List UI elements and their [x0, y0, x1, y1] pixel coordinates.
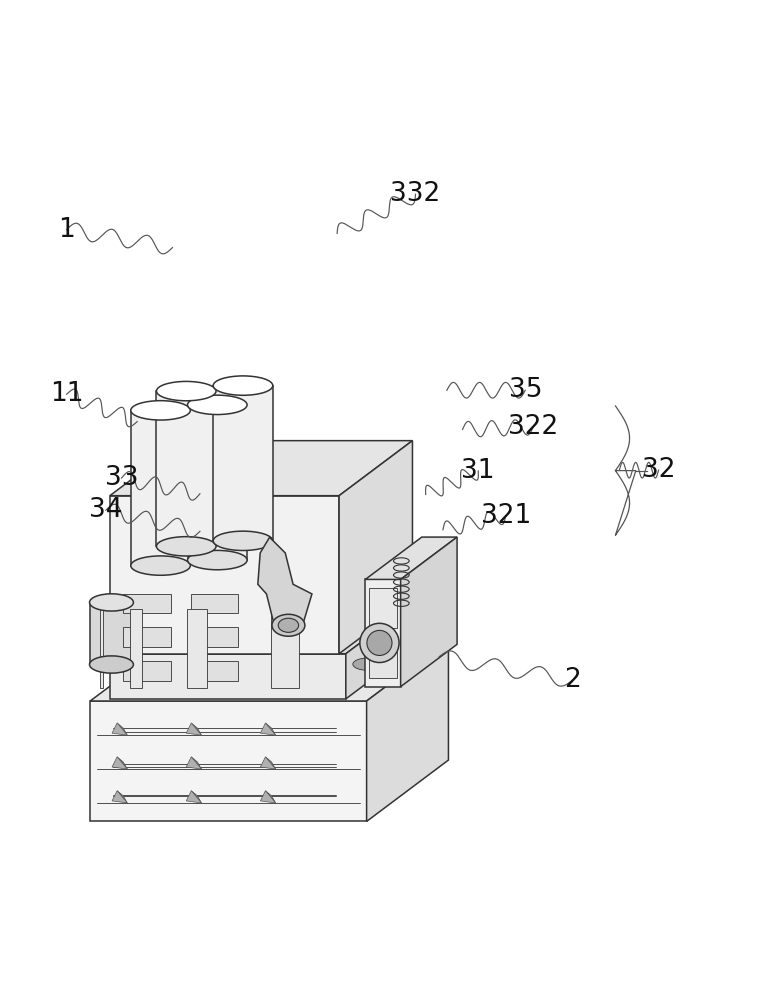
Polygon shape [110, 441, 412, 496]
Polygon shape [123, 661, 171, 681]
Polygon shape [266, 757, 276, 769]
Ellipse shape [278, 618, 299, 632]
Ellipse shape [345, 654, 392, 674]
Polygon shape [187, 405, 247, 560]
Ellipse shape [272, 614, 305, 636]
Text: 35: 35 [509, 377, 542, 403]
Polygon shape [117, 757, 127, 769]
Polygon shape [186, 791, 201, 803]
Polygon shape [213, 386, 273, 541]
Polygon shape [191, 627, 238, 647]
Ellipse shape [89, 656, 133, 673]
Polygon shape [112, 791, 127, 803]
Polygon shape [157, 391, 216, 546]
Ellipse shape [213, 376, 273, 395]
Polygon shape [110, 654, 346, 699]
Polygon shape [191, 723, 201, 735]
Polygon shape [191, 594, 238, 613]
Polygon shape [112, 723, 127, 735]
Polygon shape [369, 588, 397, 628]
Polygon shape [112, 757, 127, 769]
Polygon shape [131, 410, 191, 566]
Text: 322: 322 [508, 414, 558, 440]
Polygon shape [191, 661, 238, 681]
Ellipse shape [157, 537, 216, 556]
Text: 332: 332 [390, 181, 441, 207]
Text: 321: 321 [481, 503, 531, 529]
Polygon shape [365, 537, 457, 579]
Polygon shape [365, 579, 401, 687]
Ellipse shape [213, 531, 273, 551]
Ellipse shape [131, 401, 191, 420]
Polygon shape [367, 640, 448, 821]
Polygon shape [191, 757, 201, 769]
Ellipse shape [131, 556, 191, 575]
Polygon shape [130, 609, 142, 688]
Polygon shape [187, 609, 207, 688]
Ellipse shape [367, 630, 392, 655]
Polygon shape [90, 701, 367, 821]
Polygon shape [110, 599, 419, 654]
Polygon shape [90, 640, 448, 701]
Polygon shape [191, 791, 201, 803]
Ellipse shape [353, 658, 384, 670]
Polygon shape [258, 537, 312, 625]
Ellipse shape [187, 550, 247, 570]
Polygon shape [186, 723, 201, 735]
Polygon shape [300, 670, 370, 687]
Polygon shape [270, 609, 299, 688]
Ellipse shape [157, 381, 216, 401]
Polygon shape [117, 723, 127, 735]
Polygon shape [123, 594, 171, 613]
Text: 34: 34 [89, 497, 122, 523]
Text: 2: 2 [564, 667, 581, 693]
Text: 11: 11 [50, 381, 83, 407]
Ellipse shape [89, 594, 133, 611]
Polygon shape [100, 609, 103, 688]
Polygon shape [123, 627, 171, 647]
Polygon shape [89, 602, 133, 665]
Polygon shape [266, 791, 276, 803]
Polygon shape [339, 441, 412, 654]
Text: 33: 33 [105, 465, 138, 491]
Ellipse shape [187, 395, 247, 415]
Polygon shape [115, 677, 176, 693]
Polygon shape [401, 537, 457, 687]
Polygon shape [260, 791, 276, 803]
Polygon shape [260, 757, 276, 769]
Polygon shape [110, 496, 339, 654]
Text: 32: 32 [642, 457, 675, 483]
Polygon shape [117, 791, 127, 803]
Ellipse shape [360, 623, 399, 663]
Polygon shape [260, 723, 276, 735]
Text: 1: 1 [58, 217, 75, 243]
Polygon shape [290, 667, 381, 690]
Text: 31: 31 [462, 458, 495, 484]
Polygon shape [346, 599, 419, 699]
Polygon shape [369, 638, 397, 678]
Polygon shape [266, 723, 276, 735]
Polygon shape [186, 757, 201, 769]
